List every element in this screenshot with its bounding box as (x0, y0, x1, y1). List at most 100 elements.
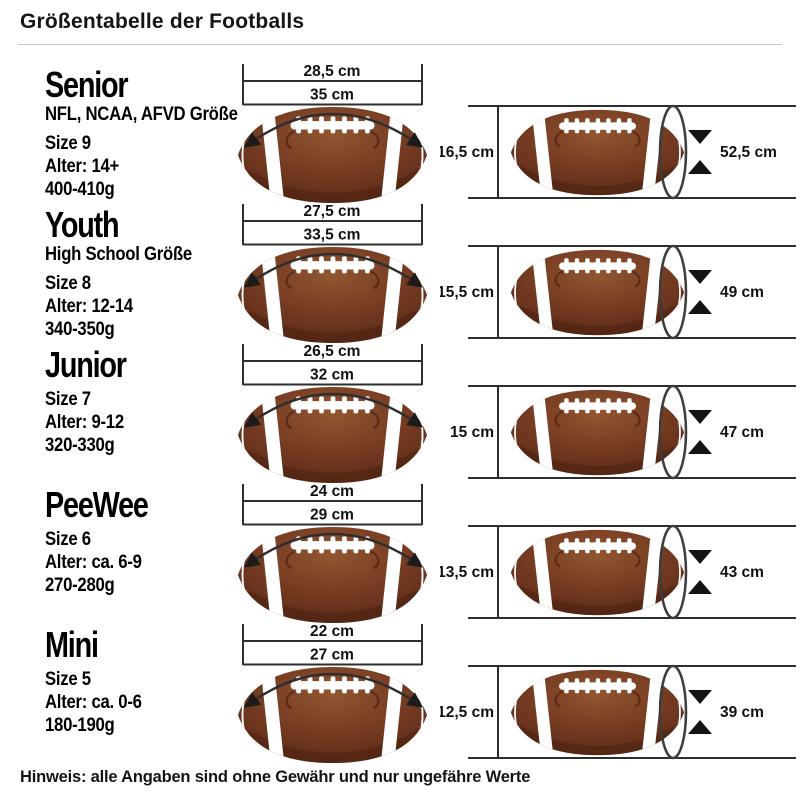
football-front (237, 380, 428, 486)
tip-to-tip-label: 29 cm (310, 507, 354, 524)
size-row: Youth High School Größe Size 8 Alter: 12… (0, 198, 800, 338)
football-front (237, 520, 428, 626)
circumference-ring (658, 524, 688, 620)
curved-measure-arrow (243, 252, 424, 288)
size-row: Junior Size 7 Alter: 9-12 320-330g 26,5 … (0, 338, 800, 478)
circumference-ring (658, 244, 688, 340)
circumference-ring (658, 664, 688, 760)
weight-range: 270-280g (45, 575, 115, 596)
size-info: PeeWee Size 6 Alter: ca. 6-9 270-280g (45, 484, 240, 597)
size-info: Youth High School Größe Size 8 Alter: 12… (45, 207, 240, 341)
height-label: 13,5 cm (440, 564, 494, 581)
height-label: 12,5 cm (440, 704, 494, 721)
height-label: 16,5 cm (440, 144, 494, 161)
size-details: Size 9 Alter: 14+ 400-410g (45, 132, 240, 201)
tip-to-tip-label: 33,5 cm (304, 227, 361, 244)
front-view-diagram: 24 cm 29 cm (235, 483, 430, 626)
size-row: Mini Size 5 Alter: ca. 0-6 180-190g 22 c… (0, 618, 800, 758)
up-arrow-icon (688, 440, 712, 454)
size-number: Size 6 (45, 529, 91, 550)
length-label: 26,5 cm (304, 343, 361, 360)
age-range: Alter: ca. 0-6 (45, 692, 142, 713)
length-label: 24 cm (310, 483, 354, 500)
football-side (510, 104, 685, 202)
size-info: Senior NFL, NCAA, AFVD Größe Size 9 Alte… (45, 64, 240, 201)
age-range: Alter: 14+ (45, 156, 120, 177)
age-range: Alter: 9-12 (45, 412, 124, 433)
front-view-diagram: 26,5 cm 32 cm (235, 343, 430, 486)
weight-range: 180-190g (45, 715, 115, 736)
football-front (237, 660, 428, 766)
front-view-diagram: 27,5 cm 33,5 cm (235, 203, 430, 346)
age-range: Alter: ca. 6-9 (45, 552, 142, 573)
tip-to-tip-label: 32 cm (310, 367, 354, 384)
circumference-label: 47 cm (720, 424, 764, 441)
size-details: Size 7 Alter: 9-12 320-330g (45, 388, 240, 457)
down-arrow-icon (688, 550, 712, 564)
length-label: 27,5 cm (304, 203, 361, 220)
down-arrow-icon (688, 410, 712, 424)
size-subtitle: NFL, NCAA, AFVD Größe (45, 104, 238, 125)
weight-range: 320-330g (45, 435, 115, 456)
down-arrow-icon (688, 130, 712, 144)
weight-range: 340-350g (45, 319, 115, 340)
weight-range: 400-410g (45, 179, 115, 200)
curved-measure-arrow (243, 532, 424, 568)
page-title: Größentabelle der Footballs (20, 10, 305, 33)
size-number: Size 7 (45, 389, 91, 410)
size-name: Mini (45, 624, 99, 665)
down-arrow-icon (688, 690, 712, 704)
side-view-diagram: 13,5 cm 43 cm (440, 478, 796, 626)
football-side (510, 244, 685, 342)
football-side (510, 384, 685, 482)
side-view-diagram: 15 cm 47 cm (450, 338, 796, 486)
size-subtitle: High School Größe (45, 244, 192, 265)
football-front (237, 240, 428, 346)
side-view-diagram: 15,5 cm 49 cm (440, 198, 796, 346)
curved-measure-arrow (243, 112, 424, 148)
height-label: 15 cm (450, 424, 494, 441)
size-number: Size 8 (45, 273, 91, 294)
size-name: Junior (45, 344, 127, 385)
circumference-label: 49 cm (720, 284, 764, 301)
size-row: Senior NFL, NCAA, AFVD Größe Size 9 Alte… (0, 58, 800, 198)
circumference-label: 39 cm (720, 704, 764, 721)
football-front (237, 100, 428, 206)
size-name: PeeWee (45, 484, 149, 525)
circumference-label: 52,5 cm (720, 144, 777, 161)
football-side (510, 664, 685, 762)
tip-to-tip-label: 27 cm (310, 647, 354, 664)
height-label: 15,5 cm (440, 284, 494, 301)
size-details: Size 6 Alter: ca. 6-9 270-280g (45, 528, 240, 597)
size-number: Size 9 (45, 133, 91, 154)
age-range: Alter: 12-14 (45, 296, 133, 317)
up-arrow-icon (688, 720, 712, 734)
front-view-diagram: 28,5 cm 35 cm (235, 63, 430, 206)
title-divider (18, 44, 782, 45)
size-row: PeeWee Size 6 Alter: ca. 6-9 270-280g 24… (0, 478, 800, 618)
rows: Senior NFL, NCAA, AFVD Größe Size 9 Alte… (0, 58, 800, 758)
circumference-label: 43 cm (720, 564, 764, 581)
down-arrow-icon (688, 270, 712, 284)
up-arrow-icon (688, 160, 712, 174)
football-side (510, 524, 685, 622)
up-arrow-icon (688, 300, 712, 314)
size-info: Mini Size 5 Alter: ca. 0-6 180-190g (45, 624, 240, 737)
tip-to-tip-label: 35 cm (310, 87, 354, 104)
side-view-diagram: 12,5 cm 39 cm (440, 618, 796, 766)
curved-measure-arrow (243, 392, 424, 428)
side-view-diagram: 16,5 cm 52,5 cm (440, 58, 796, 206)
size-info: Junior Size 7 Alter: 9-12 320-330g (45, 344, 240, 457)
length-label: 28,5 cm (304, 63, 361, 80)
size-number: Size 5 (45, 669, 91, 690)
length-label: 22 cm (310, 623, 354, 640)
footer-note: Hinweis: alle Angaben sind ohne Gewähr u… (20, 768, 531, 786)
size-details: Size 8 Alter: 12-14 340-350g (45, 272, 240, 341)
up-arrow-icon (688, 580, 712, 594)
size-details: Size 5 Alter: ca. 0-6 180-190g (45, 668, 240, 737)
front-view-diagram: 22 cm 27 cm (235, 623, 430, 766)
size-name: Senior (45, 64, 129, 105)
curved-measure-arrow (243, 672, 424, 708)
circumference-ring (658, 104, 688, 200)
